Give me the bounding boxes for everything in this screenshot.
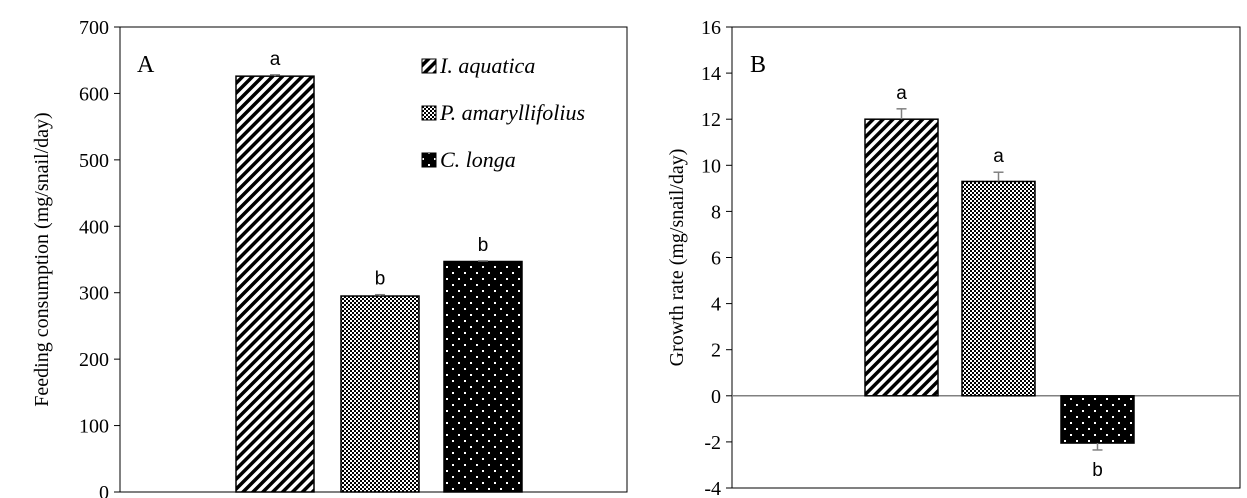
y-tick-label: 500 (79, 150, 109, 172)
y-tick-label: 16 (701, 17, 721, 39)
bar (1060, 395, 1135, 444)
y-tick-label: -2 (704, 432, 721, 454)
legend-entry: C. longa (440, 147, 516, 172)
bar (340, 295, 420, 493)
legend-entry: P. amaryllifolius (439, 100, 585, 125)
y-tick-label: 600 (79, 83, 109, 105)
y-tick-label: 0 (711, 386, 721, 408)
y-axis-label: Growth rate (mg/snail/day) (666, 149, 688, 367)
bar (235, 75, 315, 493)
y-tick-label: 12 (701, 109, 721, 131)
panel-b-chart: -4 -2 0 2 4 6 8 10 12 14 16 Growth rate (mg/snail/d… (666, 17, 1241, 498)
bar (864, 118, 939, 397)
panel-label: B (750, 52, 766, 78)
legend-entry: I. aquatica (439, 53, 535, 78)
bar (961, 180, 1036, 397)
y-tick-label: 2 (711, 340, 721, 362)
significance-letter: a (896, 83, 907, 104)
y-tick-label: 200 (79, 349, 109, 371)
significance-letter: a (993, 146, 1004, 167)
y-tick-label: 700 (79, 17, 109, 39)
y-tick-label: 300 (79, 283, 109, 305)
panel-label: A (137, 52, 155, 78)
y-tick-label: -4 (704, 478, 721, 498)
bar (443, 260, 523, 493)
significance-letter: b (478, 235, 489, 256)
legend-swatch (421, 152, 437, 168)
significance-letter: a (270, 49, 281, 70)
y-tick-label: 0 (99, 482, 109, 498)
y-tick-label: 6 (711, 248, 721, 270)
y-tick-label: 400 (79, 216, 109, 238)
legend-swatch (421, 105, 437, 121)
significance-letter: b (1092, 460, 1103, 481)
y-tick-label: 8 (711, 201, 721, 223)
y-tick-label: 100 (79, 416, 109, 438)
y-axis-label: Feeding consumption (mg/snail/day) (31, 112, 53, 406)
y-tick-label: 14 (701, 63, 721, 85)
legend-swatch (421, 58, 437, 74)
significance-letter: b (375, 269, 386, 290)
y-tick-label: 4 (711, 294, 721, 316)
panel-a-chart: 0 100 200 300 400 500 600 700 Feeding consumptio… (31, 17, 628, 498)
y-tick-label: 10 (701, 155, 721, 177)
